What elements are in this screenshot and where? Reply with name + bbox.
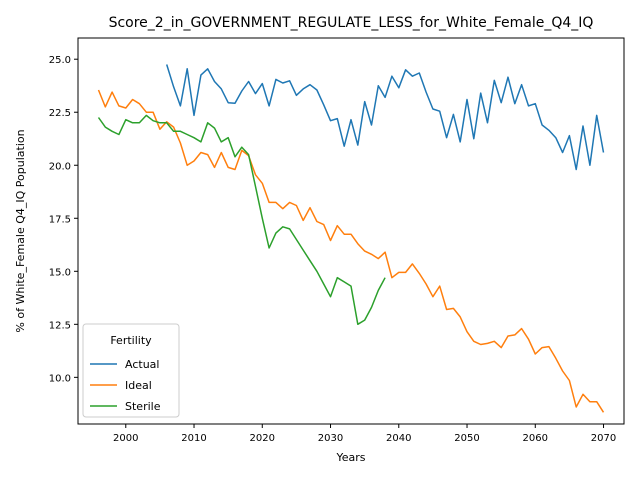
x-tick-label: 2040 bbox=[386, 433, 411, 444]
legend-label-sterile: Sterile bbox=[125, 400, 161, 413]
series-line-sterile bbox=[97, 114, 386, 326]
y-tick-label: 15.0 bbox=[49, 267, 71, 278]
plot-area-frame bbox=[77, 37, 625, 425]
legend-box bbox=[82, 323, 180, 418]
x-tick-label: 2070 bbox=[591, 433, 616, 444]
legend-title: Fertility bbox=[110, 334, 152, 347]
x-tick-label: 2020 bbox=[250, 433, 275, 444]
y-tick-label: 12.5 bbox=[49, 320, 71, 331]
x-tick-label: 2000 bbox=[113, 433, 138, 444]
y-tick-label: 17.5 bbox=[49, 214, 71, 225]
legend: Fertility Actual Ideal Sterile bbox=[82, 323, 180, 418]
x-axis: 2000 2010 2020 2030 2040 2050 2060 2070 bbox=[113, 424, 616, 444]
series-line-ideal bbox=[97, 89, 605, 413]
y-tick-label: 20.0 bbox=[49, 161, 71, 172]
x-tick-label: 2010 bbox=[181, 433, 206, 444]
y-axis-label: % of White_Female Q4_IQ Population bbox=[14, 129, 27, 332]
legend-label-ideal: Ideal bbox=[125, 379, 152, 392]
y-tick-label: 25.0 bbox=[49, 55, 71, 66]
series-line-actual bbox=[165, 64, 605, 171]
x-tick-label: 2030 bbox=[318, 433, 343, 444]
y-tick-label: 10.0 bbox=[49, 373, 71, 384]
legend-label-actual: Actual bbox=[125, 358, 159, 371]
series-layer bbox=[97, 64, 605, 413]
x-tick-label: 2060 bbox=[523, 433, 548, 444]
chart-title: Score_2_in_GOVERNMENT_REGULATE_LESS_for_… bbox=[109, 15, 594, 31]
y-tick-label: 22.5 bbox=[49, 108, 71, 119]
y-axis: 10.0 12.5 15.0 17.5 20.0 22.5 25.0 bbox=[49, 55, 78, 384]
x-tick-label: 2050 bbox=[454, 433, 479, 444]
x-axis-label: Years bbox=[335, 451, 365, 464]
